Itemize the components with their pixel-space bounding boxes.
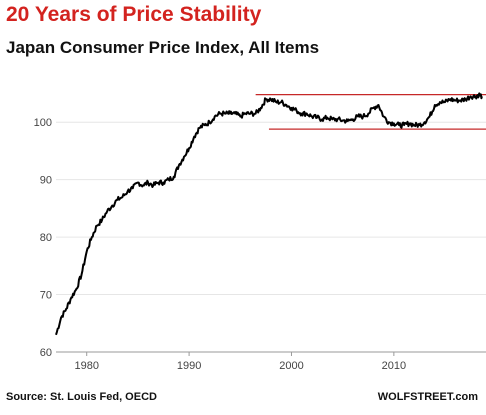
y-tick-label: 70 xyxy=(40,290,52,302)
x-tick-label: 2000 xyxy=(279,360,303,372)
source-label: Source: St. Louis Fed, OECD xyxy=(6,391,157,403)
x-tick-label: 2010 xyxy=(382,360,406,372)
chart-title: 20 Years of Price Stability xyxy=(6,3,262,26)
brand-label: WOLFSTREET.com xyxy=(377,391,478,403)
y-tick-label: 60 xyxy=(40,347,52,359)
x-axis-tick-labels: 1980 1990 2000 2010 xyxy=(74,352,406,372)
y-tick-label: 80 xyxy=(40,232,52,244)
y-tick-label: 100 xyxy=(34,117,52,129)
x-tick-label: 1980 xyxy=(74,360,98,372)
cpi-series-line xyxy=(55,92,483,336)
chart-subtitle: Japan Consumer Price Index, All Items xyxy=(6,38,320,57)
y-tick-label: 90 xyxy=(40,175,52,187)
y-axis-tick-labels: 60 70 80 90 100 xyxy=(34,117,52,359)
x-tick-label: 1990 xyxy=(177,360,201,372)
reference-lines xyxy=(255,93,486,130)
gridlines xyxy=(56,121,486,296)
